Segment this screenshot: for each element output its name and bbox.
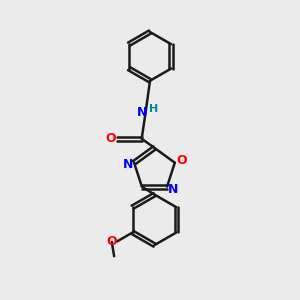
Text: N: N: [168, 182, 178, 196]
Text: N: N: [123, 158, 133, 171]
Text: O: O: [106, 132, 116, 145]
Text: O: O: [106, 236, 117, 248]
Text: O: O: [177, 154, 187, 167]
Text: H: H: [149, 104, 158, 114]
Text: N: N: [136, 106, 147, 119]
